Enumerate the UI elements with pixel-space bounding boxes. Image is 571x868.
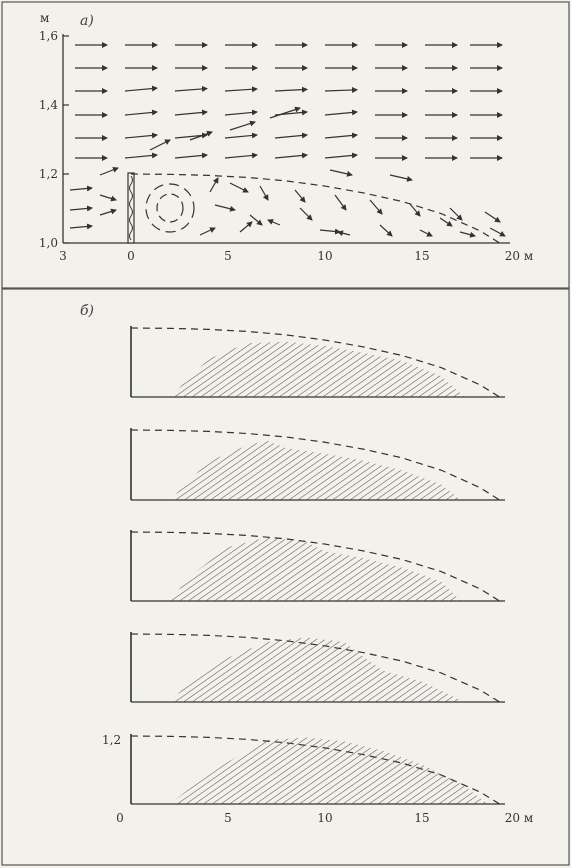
velocity-arrow bbox=[224, 86, 258, 93]
velocity-arrow bbox=[174, 109, 208, 116]
panel-a-x-tick-label: 15 bbox=[414, 249, 429, 263]
velocity-arrow bbox=[324, 109, 358, 116]
panel-b-x-tick-label: 0 bbox=[116, 811, 124, 825]
velocity-arrow bbox=[389, 174, 413, 182]
panel-a-frame bbox=[1, 1, 570, 289]
velocity-arrow bbox=[174, 152, 208, 159]
panel-a: а) м 1,0 1,2 1,4 1,6 3 0 5 10 15 20 м bbox=[39, 11, 533, 263]
velocity-arrow bbox=[269, 106, 301, 119]
panel-a-x-tick-label: 10 bbox=[317, 249, 332, 263]
panel-a-envelope bbox=[130, 173, 500, 244]
velocity-arrow bbox=[267, 219, 281, 226]
profile-panel bbox=[130, 326, 505, 398]
panel-a-x-tick-label: 0 bbox=[127, 249, 135, 263]
panel-b-profiles bbox=[130, 326, 505, 805]
velocity-arrow bbox=[324, 86, 358, 93]
panel-a-y-tick-label: 1,0 bbox=[39, 236, 58, 250]
velocity-arrow bbox=[274, 152, 308, 159]
velocity-arrow bbox=[224, 132, 258, 139]
velocity-arrow bbox=[99, 208, 117, 216]
panel-a-y-tick-label: 1,6 bbox=[39, 29, 58, 43]
velocity-arrow bbox=[324, 132, 358, 139]
velocity-arrow bbox=[189, 130, 213, 141]
profile-hatched-area bbox=[169, 537, 461, 601]
velocity-arrow bbox=[224, 152, 258, 159]
panel-b-y-tick: 1,2 bbox=[102, 733, 121, 747]
profile-hatched-area bbox=[169, 341, 465, 397]
panel-b-x-tick-label: 10 bbox=[317, 811, 332, 825]
profile-panel bbox=[130, 428, 505, 501]
velocity-arrow bbox=[199, 227, 216, 236]
velocity-arrow bbox=[214, 204, 236, 212]
velocity-arrow bbox=[489, 227, 506, 237]
velocity-arrow bbox=[69, 223, 93, 230]
profile-panel bbox=[130, 734, 505, 805]
velocity-arrow bbox=[149, 139, 171, 151]
velocity-arrow bbox=[329, 169, 353, 177]
profile-hatched-area bbox=[169, 637, 465, 702]
velocity-arrow bbox=[99, 167, 119, 176]
panel-a-y-unit: м bbox=[40, 11, 49, 25]
panel-b-x-tick-label: 20 м bbox=[505, 811, 533, 825]
velocity-arrow bbox=[224, 109, 258, 116]
velocity-arrow bbox=[439, 217, 453, 227]
profile-panel bbox=[130, 530, 505, 602]
velocity-arrow bbox=[334, 194, 347, 211]
panel-b-label: б) bbox=[80, 303, 94, 319]
velocity-arrow bbox=[369, 199, 383, 215]
profile-hatched-area bbox=[169, 737, 488, 804]
velocity-arrow bbox=[459, 231, 476, 238]
velocity-arrow bbox=[99, 194, 117, 202]
velocity-arrow bbox=[124, 152, 158, 159]
velocity-arrow bbox=[69, 185, 93, 192]
velocity-arrow bbox=[324, 152, 358, 159]
panel-a-y-ticks: 1,0 1,2 1,4 1,6 bbox=[39, 29, 69, 250]
panel-a-x-tick-label: 3 bbox=[59, 249, 67, 263]
velocity-arrow bbox=[209, 177, 219, 193]
velocity-arrow bbox=[124, 85, 158, 92]
profile-hatched-area bbox=[169, 440, 461, 500]
velocity-arrow bbox=[484, 211, 501, 223]
panel-a-x-tick-label: 20 м bbox=[505, 249, 533, 263]
profile-panel bbox=[130, 632, 505, 703]
profile-envelope bbox=[130, 531, 500, 602]
velocity-arrow bbox=[274, 132, 308, 139]
velocity-arrow bbox=[299, 207, 313, 221]
velocity-arrow bbox=[259, 185, 269, 201]
screen-wall-texture bbox=[129, 175, 133, 241]
velocity-arrow bbox=[337, 230, 351, 237]
panel-a-x-tick-label: 5 bbox=[224, 249, 232, 263]
velocity-arrow bbox=[294, 189, 306, 203]
vortex-1 bbox=[145, 183, 195, 233]
velocity-arrow bbox=[319, 228, 341, 235]
velocity-arrow bbox=[379, 224, 393, 237]
velocity-arrow bbox=[229, 120, 256, 131]
profile-envelope bbox=[130, 429, 500, 501]
panel-b-x-tick-label: 5 bbox=[224, 811, 232, 825]
panel-a-label: а) bbox=[80, 13, 94, 29]
panel-b: б) 1,2 0 5 10 15 20 м bbox=[80, 303, 533, 825]
velocity-arrow bbox=[449, 207, 463, 221]
velocity-arrow bbox=[174, 85, 208, 92]
velocity-arrow bbox=[124, 109, 158, 116]
panel-a-y-tick-label: 1,4 bbox=[39, 98, 58, 112]
panel-b-x-ticks: 0 5 10 15 20 м bbox=[116, 811, 533, 825]
velocity-arrow bbox=[274, 86, 308, 93]
velocity-arrow bbox=[249, 214, 263, 226]
velocity-arrow bbox=[69, 205, 93, 212]
velocity-arrow bbox=[229, 182, 249, 193]
velocity-arrow bbox=[239, 221, 253, 233]
profile-envelope bbox=[130, 327, 500, 398]
velocity-arrow bbox=[409, 203, 421, 217]
velocity-arrow bbox=[419, 229, 433, 237]
panel-a-x-ticks: 3 0 5 10 15 20 м bbox=[59, 249, 533, 263]
panel-b-frame bbox=[1, 288, 570, 866]
velocity-arrow bbox=[124, 132, 158, 139]
panel-a-y-tick-label: 1,2 bbox=[39, 167, 58, 181]
panel-b-x-tick-label: 15 bbox=[414, 811, 429, 825]
panel-a-velocity-arrows bbox=[69, 42, 506, 238]
